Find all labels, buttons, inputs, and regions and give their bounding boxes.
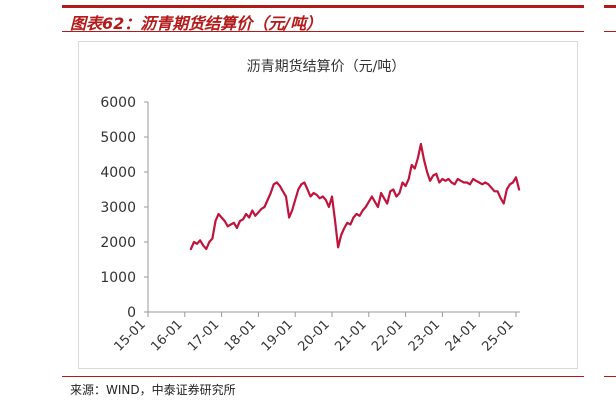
y-tick-label: 1000 [100,270,136,286]
x-tick-label: 22-01 [369,317,406,354]
y-tick-label: 0 [127,305,136,321]
source-top-rule [62,376,584,377]
y-axis: 0 1000 2000 3000 4000 5000 6000 [100,95,149,321]
x-tick-label: 20-01 [296,317,333,354]
x-tick-label: 18-01 [222,317,259,354]
adjacent-figure-rule-mid [604,31,616,32]
source-note: 来源：WIND，中泰证券研究所 [70,383,236,397]
series-group [189,142,521,251]
x-tick-label: 23-01 [406,317,443,354]
y-tick-label: 5000 [100,130,136,146]
adjacent-figure-rule-top [604,5,616,8]
x-tick-label: 16-01 [148,317,185,354]
y-tick-label: 2000 [100,235,136,251]
x-tick-label: 17-01 [185,317,222,354]
y-tick-label: 6000 [100,95,136,111]
series-line-0 [189,142,521,251]
adjacent-figure-rule-bottom [604,376,616,377]
x-tick-label: 24-01 [443,317,480,354]
figure-title: 图表62：沥青期货结算价（元/吨） [70,14,323,33]
x-tick-label: 25-01 [480,317,517,354]
x-tick-label: 15-01 [112,317,149,354]
x-axis: 15-01 16-01 17-01 18-01 19-01 20-01 21-01 22-01… [112,311,520,355]
title-bottom-rule [62,31,584,32]
x-tick-label: 21-01 [332,317,369,354]
y-tick-label: 3000 [100,200,136,216]
y-tick-label: 4000 [100,165,136,181]
title-top-rule [62,5,584,8]
chart-title: 沥青期货结算价（元/吨） [247,58,406,75]
x-tick-label: 19-01 [259,317,296,354]
